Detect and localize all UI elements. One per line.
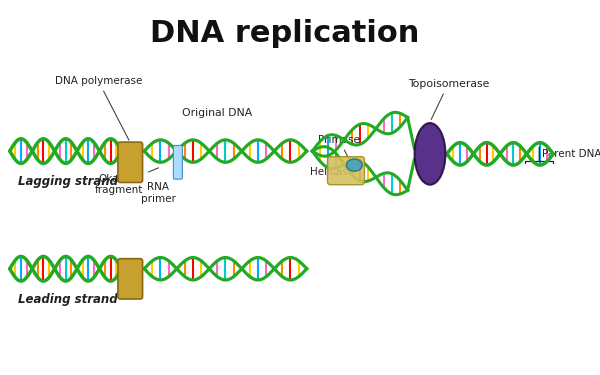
Text: Okazaki
fragment: Okazaki fragment xyxy=(95,168,158,195)
Text: DNA polymerase: DNA polymerase xyxy=(55,76,142,140)
Text: Leading strand: Leading strand xyxy=(18,293,118,306)
FancyBboxPatch shape xyxy=(173,146,182,179)
Text: Helicase: Helicase xyxy=(310,166,353,177)
Text: Original DNA: Original DNA xyxy=(182,108,252,118)
Ellipse shape xyxy=(415,123,445,185)
Text: Topoisomerase: Topoisomerase xyxy=(407,79,489,119)
Text: Parent DNA: Parent DNA xyxy=(542,149,600,159)
Text: Lagging strand: Lagging strand xyxy=(18,176,118,188)
FancyBboxPatch shape xyxy=(118,259,143,299)
Ellipse shape xyxy=(347,159,362,171)
Text: RNA
primer: RNA primer xyxy=(141,179,178,204)
Text: DNA replication: DNA replication xyxy=(149,20,419,48)
Text: Primase: Primase xyxy=(318,135,360,162)
FancyBboxPatch shape xyxy=(328,157,364,185)
FancyBboxPatch shape xyxy=(118,142,143,183)
